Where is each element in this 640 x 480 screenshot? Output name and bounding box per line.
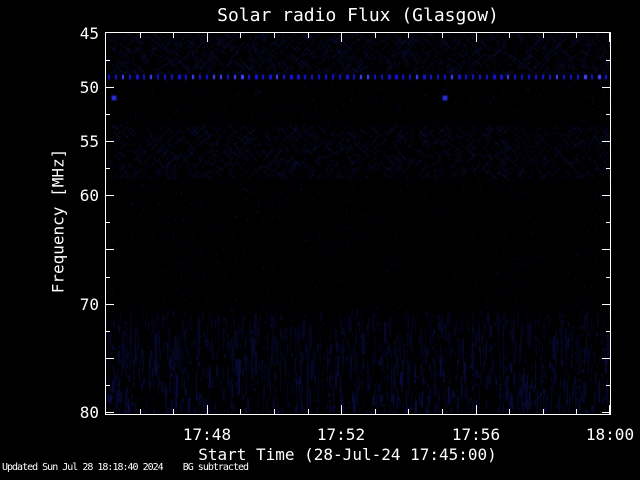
- y-tick-label: 60: [79, 186, 99, 205]
- spectrogram-canvas: [106, 33, 610, 414]
- axis-tick: [173, 33, 174, 38]
- x-tick-label: 17:52: [316, 425, 366, 444]
- y-axis-title: Frequency [MHz]: [48, 148, 68, 294]
- y-tick-label: 55: [79, 132, 99, 151]
- axis-tick: [106, 60, 110, 61]
- spectrogram-plot-area: [105, 32, 611, 415]
- axis-tick: [308, 33, 309, 38]
- axis-tick: [240, 409, 241, 414]
- axis-tick: [341, 405, 342, 414]
- axis-tick: [606, 60, 610, 61]
- axis-tick: [606, 385, 610, 386]
- axis-tick: [106, 114, 110, 115]
- axis-tick: [375, 409, 376, 414]
- axis-tick: [408, 409, 409, 414]
- axis-tick: [240, 33, 241, 38]
- axis-tick: [602, 358, 610, 359]
- axis-tick: [602, 304, 610, 305]
- axis-tick: [543, 409, 544, 414]
- axis-tick: [106, 358, 114, 359]
- axis-tick: [173, 409, 174, 414]
- y-tick-label: 70: [79, 295, 99, 314]
- axis-tick: [509, 33, 510, 38]
- axis-tick: [442, 409, 443, 414]
- axis-tick: [106, 87, 114, 88]
- axis-tick: [274, 33, 275, 38]
- x-tick-label: 17:56: [451, 425, 501, 444]
- axis-tick: [543, 33, 544, 38]
- axis-tick: [576, 33, 577, 38]
- axis-tick: [308, 409, 309, 414]
- axis-tick: [106, 304, 114, 305]
- axis-tick: [207, 33, 208, 42]
- y-tick-label: 45: [79, 24, 99, 43]
- axis-tick: [602, 412, 610, 413]
- axis-tick: [274, 409, 275, 414]
- chart-title: Solar radio Flux (Glasgow): [217, 5, 499, 26]
- y-tick-label: 50: [79, 78, 99, 97]
- x-tick-label: 17:48: [182, 425, 232, 444]
- axis-tick: [576, 409, 577, 414]
- axis-tick: [106, 249, 114, 250]
- axis-tick: [106, 385, 110, 386]
- axis-tick: [476, 405, 477, 414]
- axis-tick: [106, 168, 110, 169]
- x-axis-title: Start Time (28-Jul-24 17:45:00): [198, 445, 497, 464]
- axis-tick: [606, 222, 610, 223]
- x-tick-label: 18:00: [585, 425, 635, 444]
- axis-tick: [602, 141, 610, 142]
- axis-tick: [106, 277, 110, 278]
- axis-tick: [606, 168, 610, 169]
- axis-tick: [602, 87, 610, 88]
- axis-tick: [140, 33, 141, 38]
- axis-tick: [140, 409, 141, 414]
- axis-tick: [606, 114, 610, 115]
- axis-tick: [509, 409, 510, 414]
- axis-tick: [106, 331, 110, 332]
- axis-tick: [408, 33, 409, 38]
- axis-tick: [602, 195, 610, 196]
- axis-tick: [106, 222, 110, 223]
- axis-tick: [106, 195, 114, 196]
- axis-tick: [106, 412, 114, 413]
- y-tick-label: 80: [79, 403, 99, 422]
- status-line: Updated Sun Jul 28 18:18:40 2024 BG subt…: [2, 462, 249, 473]
- axis-tick: [609, 33, 610, 42]
- axis-tick: [207, 405, 208, 414]
- axis-tick: [606, 277, 610, 278]
- axis-tick: [106, 141, 114, 142]
- axis-tick: [442, 33, 443, 38]
- axis-tick: [602, 249, 610, 250]
- axis-tick: [375, 33, 376, 38]
- axis-tick: [609, 405, 610, 414]
- axis-tick: [476, 33, 477, 42]
- axis-tick: [606, 331, 610, 332]
- axis-tick: [341, 33, 342, 42]
